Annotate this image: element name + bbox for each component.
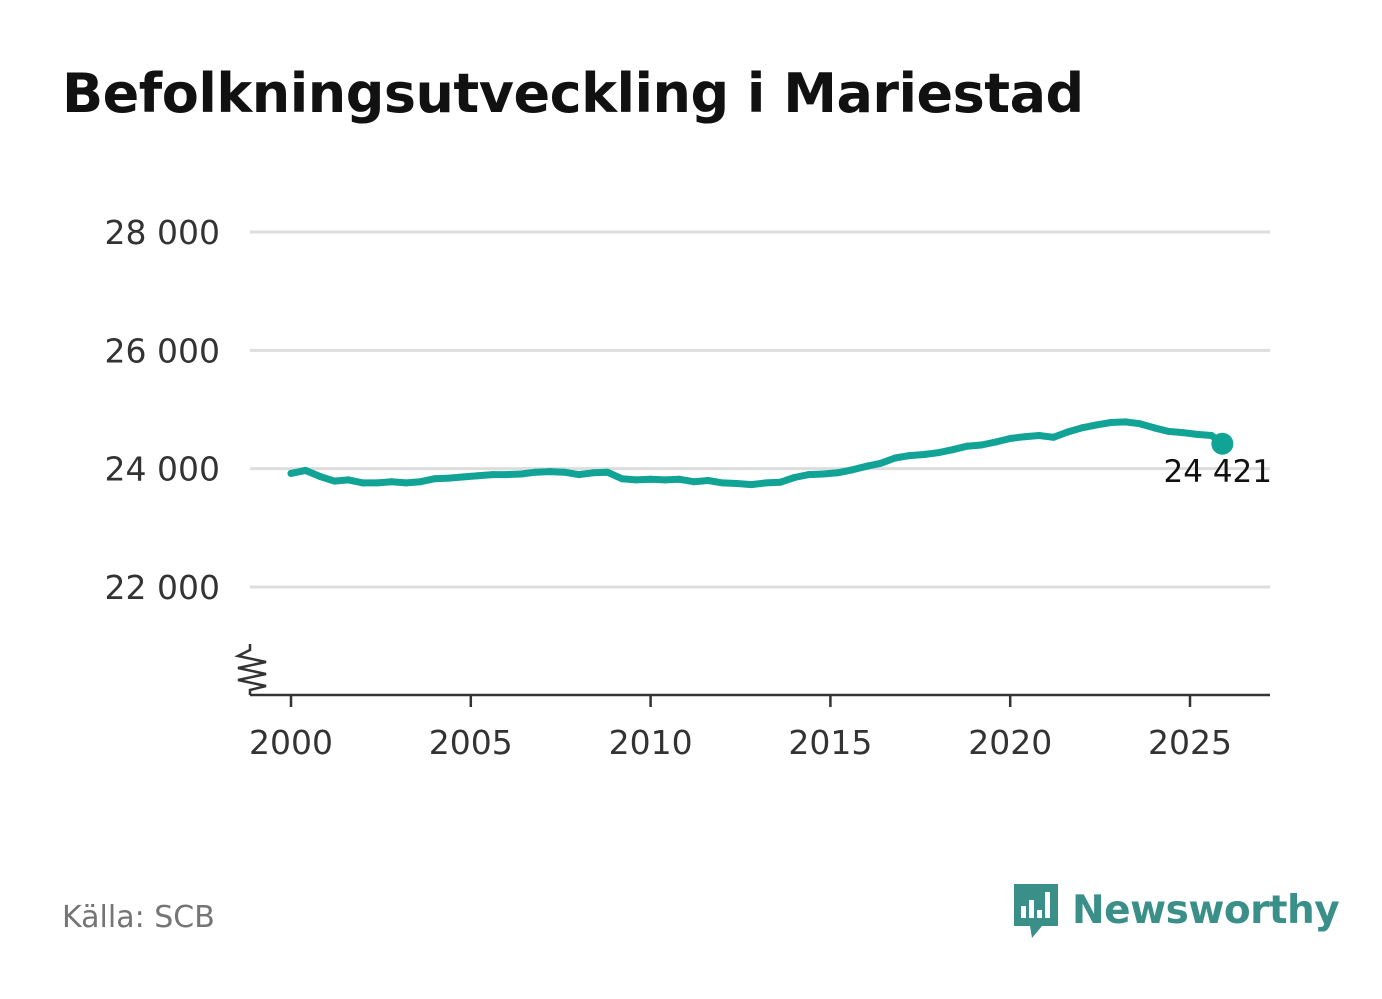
data-point bbox=[445, 474, 453, 482]
y-tick-label: 28 000 bbox=[105, 213, 220, 252]
y-tick-label: 22 000 bbox=[105, 568, 220, 607]
data-point bbox=[546, 468, 554, 476]
data-point bbox=[1136, 420, 1144, 428]
data-point bbox=[834, 469, 842, 477]
data-point bbox=[776, 478, 784, 486]
y-axis-labels: 22 000 24 000 26 000 28 000 bbox=[105, 213, 220, 607]
data-point bbox=[1193, 430, 1201, 438]
data-point bbox=[762, 479, 770, 487]
x-tick-label: 2000 bbox=[249, 723, 333, 762]
data-point bbox=[373, 479, 381, 487]
x-tick-label: 2025 bbox=[1148, 723, 1232, 762]
data-point bbox=[992, 438, 1000, 446]
data-point bbox=[1035, 432, 1043, 439]
data-point bbox=[460, 473, 468, 481]
data-point bbox=[1164, 427, 1172, 435]
x-tick-label: 2020 bbox=[968, 723, 1052, 762]
x-axis-labels: 2000 2005 2010 2015 2020 2025 bbox=[249, 723, 1232, 762]
data-point bbox=[647, 475, 655, 483]
data-point bbox=[632, 476, 640, 484]
data-point bbox=[805, 471, 813, 479]
data-point bbox=[345, 476, 352, 484]
data-point bbox=[1006, 435, 1014, 442]
data-point bbox=[618, 475, 626, 483]
data-point bbox=[517, 470, 525, 478]
data-point bbox=[388, 478, 396, 486]
data-point bbox=[1064, 428, 1072, 436]
data-point bbox=[790, 474, 798, 481]
y-tick-label: 24 000 bbox=[105, 450, 220, 489]
data-point bbox=[733, 480, 741, 487]
newsworthy-logo-icon bbox=[1014, 884, 1058, 938]
data-point bbox=[589, 469, 597, 477]
data-point bbox=[819, 470, 827, 478]
data-point bbox=[287, 469, 295, 477]
data-point bbox=[661, 476, 669, 484]
data-point bbox=[330, 477, 338, 485]
data-point bbox=[431, 475, 439, 483]
data-point bbox=[1078, 424, 1086, 432]
data-point bbox=[704, 477, 712, 484]
data-point bbox=[690, 478, 698, 486]
x-axis bbox=[234, 644, 1270, 707]
brand-logo[interactable]: Newsworthy bbox=[1010, 878, 1340, 942]
data-point bbox=[301, 466, 309, 474]
data-point bbox=[675, 475, 683, 483]
chart-title: Befolkningsutveckling i Mariestad bbox=[62, 62, 1084, 125]
data-point bbox=[862, 462, 870, 470]
data-point bbox=[474, 472, 482, 480]
data-point bbox=[891, 454, 899, 462]
data-point bbox=[503, 471, 511, 479]
data-point bbox=[532, 468, 539, 476]
last-point-label: 24 421 bbox=[1164, 454, 1272, 490]
x-tick-label: 2015 bbox=[788, 723, 872, 762]
data-point bbox=[949, 446, 957, 454]
data-point bbox=[359, 479, 367, 487]
series-line bbox=[287, 418, 1226, 489]
data-point bbox=[747, 481, 755, 489]
data-point bbox=[417, 478, 424, 486]
x-tick-label: 2010 bbox=[609, 723, 693, 762]
data-point bbox=[1179, 429, 1187, 437]
data-point bbox=[920, 451, 928, 458]
data-point bbox=[1150, 424, 1158, 432]
data-point bbox=[1049, 433, 1057, 441]
data-point bbox=[1107, 419, 1115, 426]
brand-name: Newsworthy bbox=[1072, 887, 1340, 933]
data-point bbox=[1121, 418, 1129, 426]
data-point bbox=[560, 468, 568, 476]
series-group: 24 421 bbox=[287, 418, 1272, 490]
data-point bbox=[603, 468, 611, 476]
data-point bbox=[848, 466, 856, 474]
data-point bbox=[719, 479, 726, 487]
data-point bbox=[488, 471, 496, 479]
gridlines bbox=[250, 230, 1270, 589]
data-point bbox=[402, 479, 410, 487]
data-point bbox=[906, 452, 913, 460]
data-point bbox=[877, 459, 885, 467]
data-point bbox=[963, 442, 971, 450]
x-tick-label: 2005 bbox=[429, 723, 513, 762]
data-point bbox=[316, 472, 324, 480]
data-point bbox=[1208, 432, 1216, 439]
source-note: Källa: SCB bbox=[62, 900, 215, 935]
y-tick-label: 26 000 bbox=[105, 331, 220, 370]
data-point bbox=[934, 449, 942, 457]
last-point-marker bbox=[1211, 432, 1234, 455]
data-point bbox=[977, 441, 985, 449]
axis-break-icon bbox=[234, 644, 267, 695]
data-point bbox=[575, 471, 583, 479]
data-point bbox=[1093, 421, 1100, 429]
data-point bbox=[1021, 433, 1029, 441]
